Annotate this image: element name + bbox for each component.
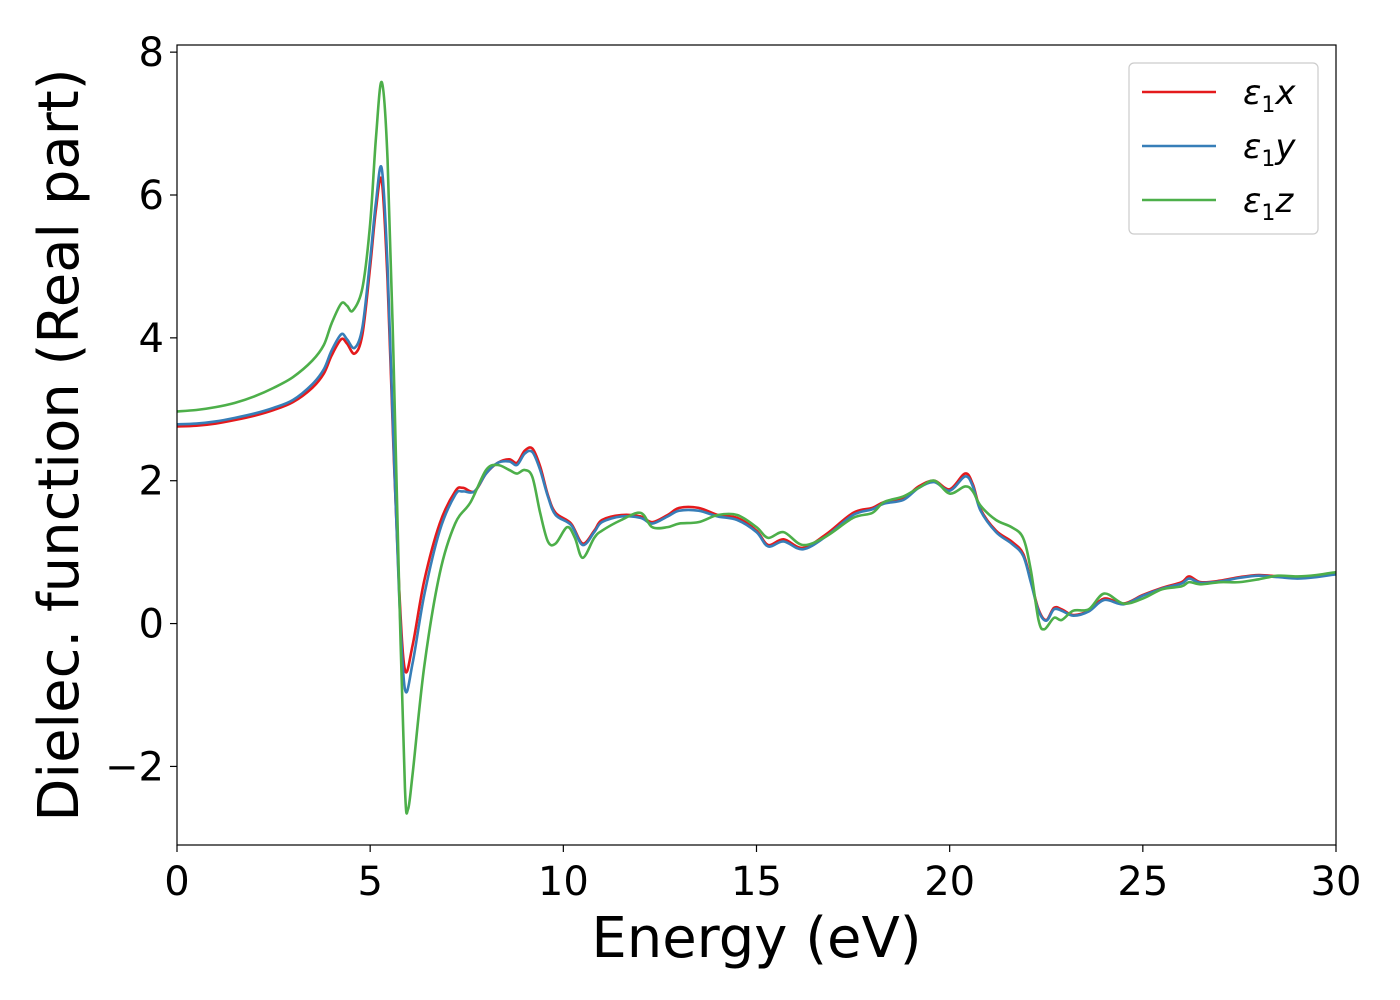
x-tick-label: 10 [538,859,589,905]
plot-area-frame [176,44,1337,846]
x-tick-label: 15 [731,859,782,905]
legend-label: ε1z [1243,181,1294,226]
y-axis-label: Dielec. function (Real part) [27,68,92,821]
legend-box [1128,62,1319,235]
legend-label: ε1y [1243,127,1296,172]
legend-label: ε1x [1243,73,1296,118]
x-tick-label: 30 [1311,859,1362,905]
axis-ticks: 0 5 10 15 20 25 30 −2 0 2 4 6 8 [105,30,1361,905]
series-line-2 [177,80,1336,815]
legend-label-component: y [1274,127,1296,167]
series-line-0 [177,176,1336,674]
legend-label-base: ε [1243,127,1261,167]
y-tick-label: 0 [139,602,164,648]
x-tick-label: 0 [164,859,189,905]
legend-label-component: x [1274,73,1296,113]
series-lines [177,80,1336,815]
legend-label-subscript: 1 [1261,147,1275,172]
y-tick-label: 2 [139,459,164,505]
y-tick-label: 4 [139,316,164,362]
x-tick-label: 5 [357,859,382,905]
legend-label-component: z [1274,181,1294,221]
series-line-1 [177,165,1336,694]
x-tick-label: 25 [1117,859,1168,905]
y-tick-label: 6 [139,173,164,219]
legend-label-subscript: 1 [1261,93,1275,118]
legend-label-subscript: 1 [1261,201,1275,226]
y-tick-label: −2 [105,744,164,790]
y-tick-label: 8 [139,30,164,76]
legend-label-base: ε [1243,181,1261,221]
x-axis-label: Energy (eV) [591,906,921,971]
x-tick-label: 20 [924,859,975,905]
legend-label-base: ε [1243,73,1261,113]
